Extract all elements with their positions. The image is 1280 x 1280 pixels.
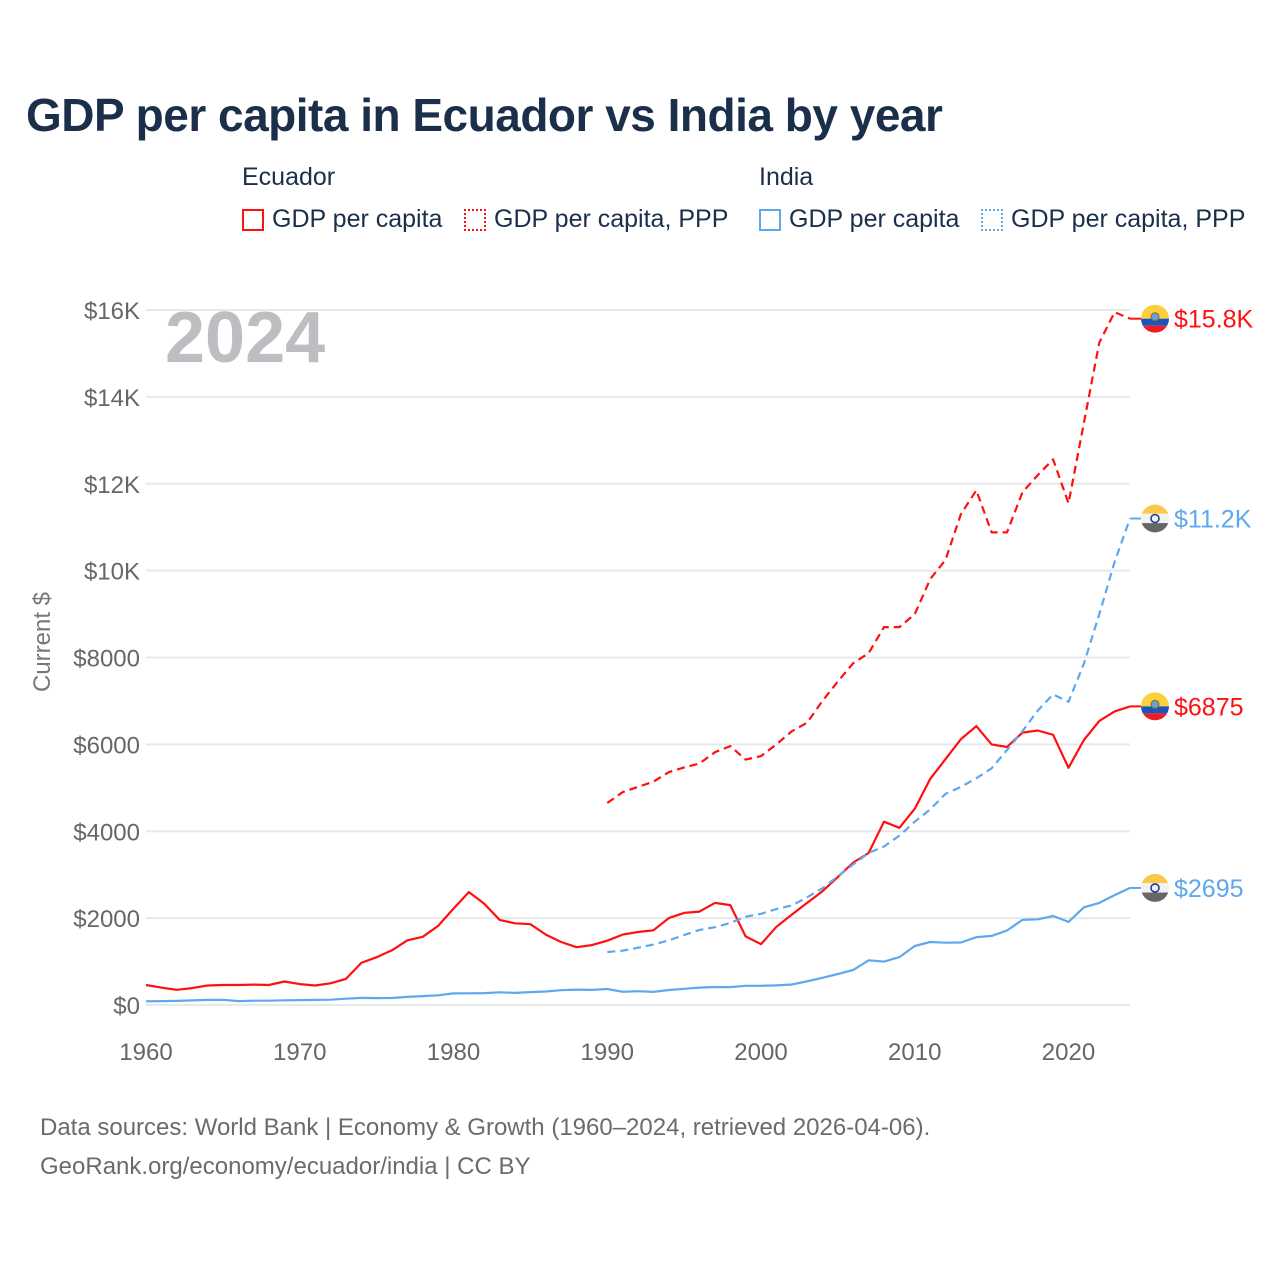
legend-swatch-dotted bbox=[981, 208, 1003, 231]
flag-band bbox=[1141, 504, 1169, 514]
x-tick-label: 1980 bbox=[427, 1039, 480, 1066]
y-tick-label: $14K bbox=[84, 385, 140, 412]
legend-ecuador-ppp[interactable]: GDP per capita, PPP bbox=[464, 205, 728, 234]
x-tick-label: 2010 bbox=[888, 1039, 941, 1066]
legend-swatch-solid bbox=[242, 208, 264, 231]
end-value-label: $15.8K bbox=[1174, 306, 1254, 334]
india-flag-icon bbox=[1141, 504, 1169, 533]
year-watermark: 2024 bbox=[165, 298, 325, 378]
india-flag-icon bbox=[1141, 873, 1169, 902]
x-tick-label: 1990 bbox=[581, 1039, 634, 1066]
flag-band bbox=[1141, 304, 1169, 319]
flag-emblem bbox=[1150, 699, 1160, 709]
y-axis-label: Current $ bbox=[29, 592, 56, 692]
y-tick-label: $16K bbox=[84, 298, 140, 325]
x-tick-label: 2000 bbox=[734, 1039, 787, 1066]
y-tick-label: $12K bbox=[84, 472, 140, 499]
legend-label: GDP per capita bbox=[789, 205, 960, 233]
legend-india-gdp[interactable]: GDP per capita bbox=[759, 205, 959, 234]
legend-label: GDP per capita, PPP bbox=[1011, 205, 1246, 233]
legend-label: GDP per capita, PPP bbox=[494, 205, 729, 233]
flag-emblem bbox=[1150, 312, 1160, 322]
flag-band bbox=[1141, 892, 1169, 902]
y-tick-label: $6000 bbox=[73, 732, 140, 759]
flag-band bbox=[1141, 873, 1169, 884]
flag-band bbox=[1141, 692, 1169, 707]
flag-band bbox=[1141, 883, 1169, 893]
ecuador-flag-icon bbox=[1141, 304, 1169, 333]
end-value-label: $11.2K bbox=[1174, 506, 1252, 534]
footer: Data sources: World Bank | Economy & Gro… bbox=[40, 1108, 930, 1186]
series-line-india-solid bbox=[145, 886, 1131, 1003]
series-line-ecuador-dashed bbox=[606, 311, 1131, 804]
flag-band bbox=[1141, 706, 1169, 714]
legend-india-ppp[interactable]: GDP per capita, PPP bbox=[981, 205, 1245, 234]
ecuador-flag-icon bbox=[1141, 692, 1169, 721]
legend-label: GDP per capita bbox=[272, 205, 443, 233]
legend-swatch-solid bbox=[759, 208, 781, 231]
legend-group-ecuador: Ecuador bbox=[242, 163, 336, 191]
y-tick-label: $10K bbox=[84, 559, 140, 586]
y-tick-label: $4000 bbox=[73, 819, 140, 846]
footer-link[interactable]: GeoRank.org/economy/ecuador/india | CC B… bbox=[40, 1153, 531, 1180]
flag-band bbox=[1141, 325, 1169, 333]
flag-band bbox=[1141, 523, 1169, 533]
y-tick-label: $2000 bbox=[73, 906, 140, 933]
series-line-ecuador-solid bbox=[145, 705, 1131, 991]
flag-band bbox=[1141, 713, 1169, 721]
legend-ecuador-gdp[interactable]: GDP per capita bbox=[242, 205, 442, 234]
legend-group-india: India bbox=[759, 163, 814, 191]
x-tick-label: 1970 bbox=[273, 1039, 326, 1066]
x-tick-label: 1960 bbox=[119, 1039, 172, 1066]
flag-chakra bbox=[1150, 883, 1160, 893]
end-value-label: $6875 bbox=[1174, 693, 1244, 721]
legend-swatch-dotted bbox=[464, 208, 486, 231]
y-tick-label: $0 bbox=[113, 993, 140, 1020]
end-value-label: $2695 bbox=[1174, 875, 1244, 903]
footer-sources: Data sources: World Bank | Economy & Gro… bbox=[40, 1114, 931, 1141]
x-tick-label: 2020 bbox=[1042, 1039, 1095, 1066]
y-tick-label: $8000 bbox=[73, 646, 140, 673]
flag-chakra bbox=[1150, 513, 1160, 524]
flag-band bbox=[1141, 513, 1169, 524]
chart-title: GDP per capita in Ecuador vs India by ye… bbox=[26, 89, 943, 141]
flag-band bbox=[1141, 318, 1169, 326]
